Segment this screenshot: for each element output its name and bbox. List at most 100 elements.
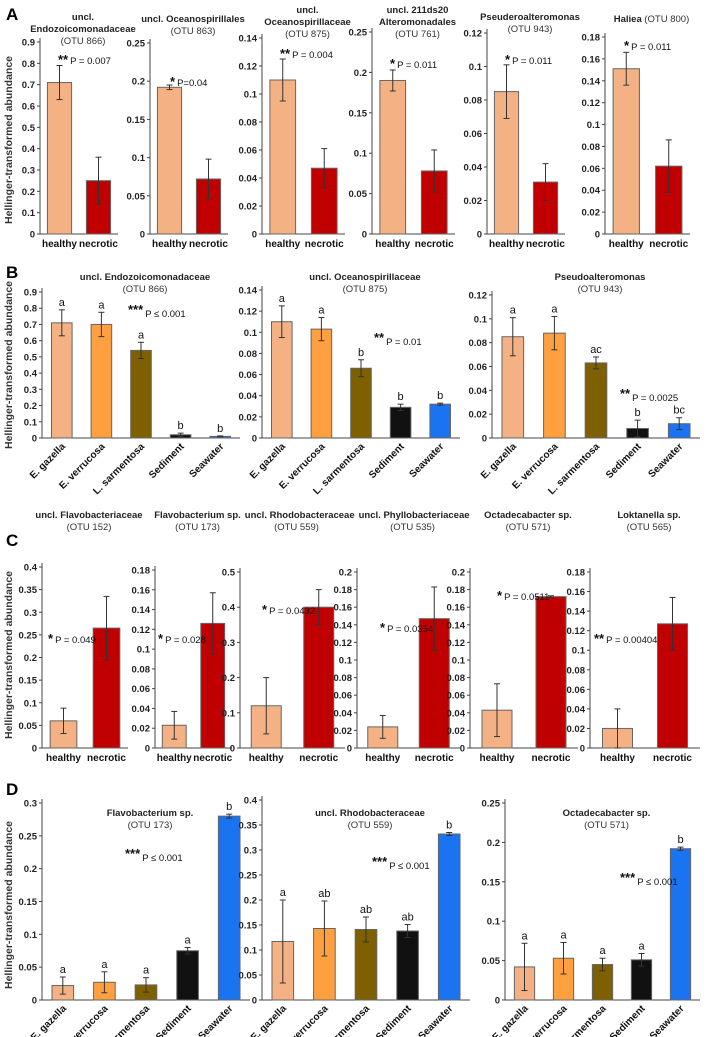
y-tick-label: 0.2 — [487, 838, 500, 849]
y-axis-label: Hellinger-transformed abundance — [3, 56, 15, 224]
y-tick-label: 0 — [477, 230, 482, 241]
chart-title: uncl. — [72, 12, 94, 23]
p-value: P = 0.011 — [397, 60, 437, 71]
significance-stars: * — [48, 631, 54, 646]
significance-annotation: * P = 0.028 — [158, 631, 206, 646]
significance-stars: * — [390, 56, 396, 71]
p-value: P = 0.011 — [512, 56, 552, 67]
y-tick-label: 0 — [595, 230, 600, 241]
significance-annotation: * P = 0.0432 — [262, 602, 315, 617]
p-value: P = 0.049 — [55, 635, 96, 646]
chart-title: (OTU 535) — [390, 522, 435, 533]
y-tick-label: 0.12 — [469, 291, 488, 302]
y-tick-label: 0.1 — [452, 656, 466, 667]
y-tick-label: 0.12 — [239, 62, 258, 73]
y-tick-label: 0.02 — [132, 724, 151, 735]
bar — [389, 406, 412, 439]
y-tick-label: 0.04 — [464, 163, 483, 174]
y-tick-label: 0 — [495, 996, 500, 1007]
y-tick-label: 0.12 — [132, 625, 151, 636]
x-tick-label: healthy — [157, 753, 192, 764]
taxon-name: Octadecabacter — [484, 510, 556, 521]
y-tick-label: 0 — [145, 744, 150, 755]
x-tick-label: E. gazella — [248, 441, 288, 481]
y-tick-label: 0.14 — [567, 607, 586, 618]
taxon-name: uncl. 211ds20 — [387, 5, 449, 16]
panel-label: A — [6, 5, 18, 24]
significance-letter: a — [638, 941, 645, 953]
significance-letter: a — [560, 929, 567, 941]
significance-annotation: * P = 0.011 — [505, 52, 552, 67]
bar — [51, 322, 73, 439]
y-tick-label: 0.04 — [582, 186, 601, 197]
p-value: P = 0.004 — [292, 50, 333, 61]
x-tick-label: healthy — [265, 239, 300, 250]
x-tick-label: Seawater — [416, 1003, 455, 1037]
p-value: P ≤ 0.001 — [145, 309, 185, 320]
y-tick-label: 0.04 — [567, 704, 586, 715]
x-tick-label: necrotic — [305, 239, 344, 250]
chart: uncl.Oceanospirillaceae(OTU 875) 0 0.02 0.0… — [239, 5, 351, 250]
y-tick-label: 0.05 — [349, 189, 368, 200]
y-tick-label: 0.3 — [244, 846, 257, 857]
taxon-name: Rhodobacteraceae — [340, 808, 425, 819]
significance-letter: a — [98, 299, 105, 311]
y-tick-label: 0.08 — [447, 673, 466, 684]
y-tick-label: 0.1 — [24, 417, 38, 428]
y-tick-label: 0.08 — [469, 338, 488, 349]
y-tick-label: 0 — [482, 434, 487, 445]
chart-title: (OTU 866) — [61, 36, 106, 47]
bar — [418, 618, 450, 749]
y-tick-label: 0.04 — [239, 174, 258, 185]
chart: Pseudoalteromonas(OTU 943) 0 0.02 0.04 0.06 0… — [469, 272, 700, 497]
significance-annotation: * P=0.04 — [170, 74, 207, 89]
y-tick-label: 0.25 — [19, 831, 38, 842]
significance-annotation: ** P = 0.007 — [58, 52, 111, 67]
significance-stars: * — [624, 38, 630, 53]
bar — [535, 596, 567, 749]
x-tick-label: Seawater — [407, 441, 446, 480]
significance-annotation: ** P = 0.0025 — [620, 386, 678, 404]
y-tick-label: 0 — [580, 744, 585, 755]
otu-label: (OTU 571) — [506, 522, 551, 533]
chart-title: (OTU 571) — [584, 820, 629, 831]
chart-title: uncl. — [296, 5, 318, 16]
significance-annotation: * P = 0.011 — [390, 56, 437, 71]
significance-letter: b — [446, 820, 452, 832]
p-value: P = 0.0511 — [504, 592, 549, 603]
y-tick-label: 0.15 — [19, 676, 38, 687]
y-tick-label: 0.02 — [567, 724, 586, 735]
x-tick-label: necrotic — [299, 753, 338, 764]
otu-label: (OTU 535) — [390, 522, 435, 533]
chart: uncl. Oceanospirillales(OTU 863) 0 0.05 0.1… — [127, 14, 245, 250]
y-tick-label: 0.1 — [244, 90, 258, 101]
y-tick-label: 0.4 — [24, 369, 38, 380]
taxon-name: Pseuderoalteromonas — [480, 12, 580, 23]
bar — [303, 606, 335, 749]
y-tick-label: 0.06 — [239, 370, 258, 381]
y-tick-label: 0.35 — [19, 585, 38, 596]
y-tick-label: 0.15 — [349, 108, 368, 119]
y-tick-label: 0.04 — [132, 704, 151, 715]
y-tick-label: 0.02 — [582, 208, 601, 219]
x-tick-label: necrotic — [189, 239, 228, 250]
y-tick-label: 0.1 — [339, 656, 353, 667]
chart-title: (OTU 875) — [343, 284, 388, 295]
x-tick-label: E. gazella — [479, 441, 519, 481]
x-tick-label: necrotic — [532, 753, 571, 764]
significance-letter: a — [521, 930, 528, 942]
p-value: P ≤ 0.001 — [142, 853, 182, 864]
y-tick-label: 0.3 — [222, 638, 235, 649]
y-tick-label: 0.14 — [334, 620, 353, 631]
x-tick-label: Seawater — [646, 441, 685, 480]
y-tick-label: 0.6 — [22, 102, 35, 113]
p-value: P = 0.0432 — [269, 606, 315, 617]
taxon-name: sp. — [664, 510, 680, 521]
y-tick-label: 0.3 — [24, 799, 37, 810]
significance-stars: ** — [594, 631, 605, 646]
taxon-name: Oceanospirillales — [166, 14, 245, 25]
significance-letter: a — [138, 329, 145, 341]
y-tick-label: 0.8 — [22, 59, 35, 70]
y-tick-label: 0.12 — [334, 638, 353, 649]
y-tick-label: 0 — [252, 230, 257, 241]
